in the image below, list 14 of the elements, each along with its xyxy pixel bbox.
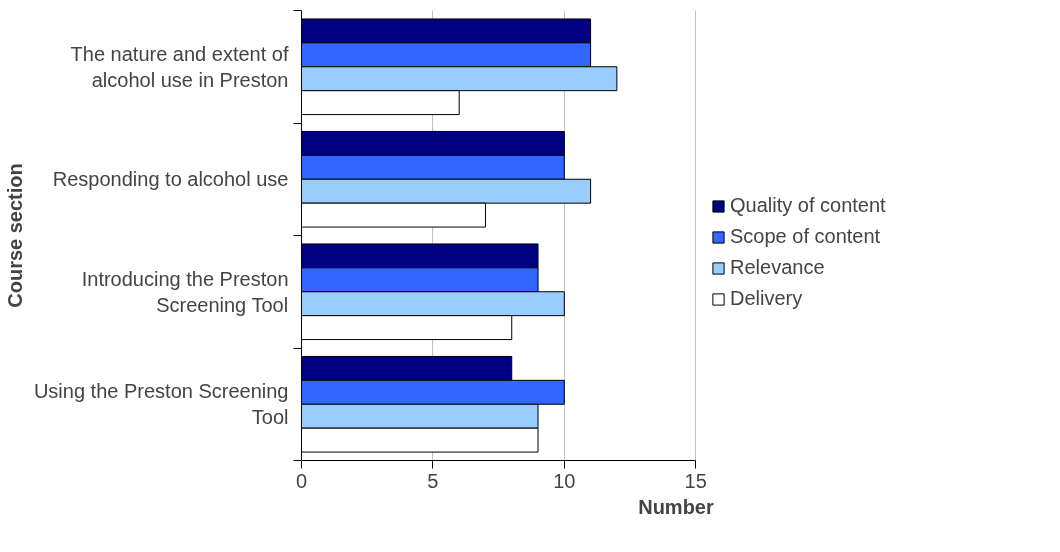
- y-tick-label: Responding to alcohol use: [52, 168, 289, 191]
- x-tick-label: 10: [553, 469, 576, 492]
- legend-label: Scope of content: [730, 225, 881, 248]
- y-tick-label: Introducing the Preston Screening Tool: [81, 267, 289, 316]
- x-tick-label: 15: [684, 469, 707, 492]
- y-tick-label: Using the Preston Screening Tool: [33, 380, 289, 429]
- legend-label: Delivery: [730, 287, 803, 310]
- legend-label: Relevance: [730, 256, 825, 279]
- x-tick-label: 0: [295, 469, 308, 492]
- x-axis-title: Number: [638, 495, 714, 518]
- legend-label: Quality of content: [730, 194, 886, 217]
- y-axis-title: Course section: [3, 163, 26, 308]
- y-tick-label: The nature and extent of alcohol use in Preston: [70, 42, 289, 91]
- x-tick-label: 5: [427, 469, 439, 492]
